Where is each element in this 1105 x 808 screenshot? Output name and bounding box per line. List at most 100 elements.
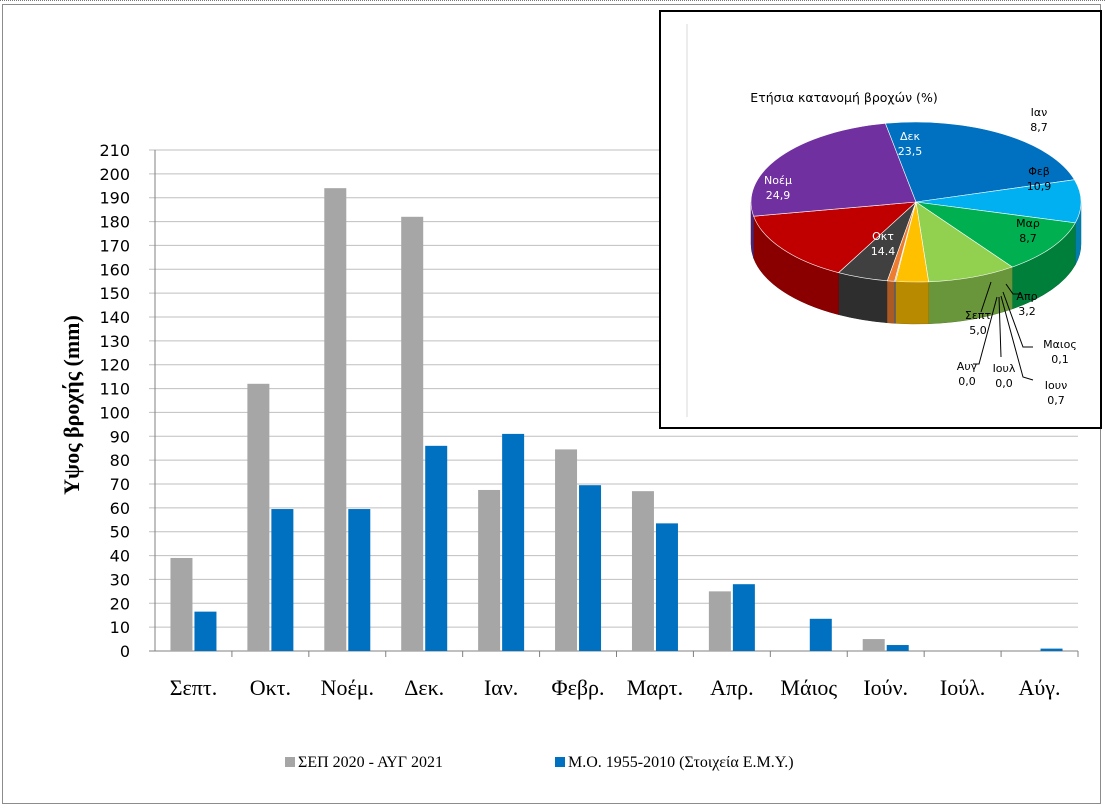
pie-label-value: 5,0: [969, 324, 987, 337]
y-tick-label: 40: [110, 547, 130, 566]
x-tick-label: Σεπτ.: [170, 675, 218, 700]
y-tick-label: 70: [110, 475, 130, 494]
pie-slice: [884, 121, 1075, 203]
x-tick-label: Ιαν.: [484, 675, 518, 700]
pie-labels: Σεπτ 5,0 Οκτ 14.4 Νοέμ 24,9 Δεκ 23,5 Ιαν 8,7 Φεβ 10…: [764, 106, 1077, 407]
pie-label-name: Ιουλ: [993, 362, 1016, 375]
bar-sep2020-aug2021: [631, 491, 654, 651]
top-dotted-border: [0, 0, 1105, 5]
y-tick-label: 110: [99, 380, 130, 399]
pie-label-name: Ιουν: [1045, 379, 1067, 392]
pie-slice: [750, 123, 917, 217]
y-tick-labels: 0 10 20 30 40 50 60 70 80 90 100 110 120 130 140 150 160…: [99, 141, 130, 661]
bar-sep2020-aug2021: [862, 639, 885, 651]
pie-leader-line: [1002, 291, 1033, 348]
bar-mean-1955-2010: [886, 645, 909, 651]
pie-slice: [915, 201, 1076, 268]
y-tick-label: 190: [99, 189, 130, 208]
y-tick-label: 50: [110, 523, 130, 542]
bar-sep2020-aug2021: [247, 383, 270, 651]
bar-mean-1955-2010: [579, 485, 602, 651]
pie-label-value: 0,0: [995, 377, 1013, 390]
x-tick-label: Νοέμ.: [321, 675, 374, 700]
x-tick-label: Ιούν.: [863, 675, 908, 700]
pie-label-value: 0,0: [958, 375, 976, 388]
y-tick-label: 100: [99, 403, 130, 422]
legend-swatch: [285, 757, 295, 767]
pie-leader-line: [998, 296, 1002, 358]
pie-title: Ετήσια κατανομή βροχών (%): [750, 90, 937, 105]
bar-mean-1955-2010: [809, 618, 832, 651]
bar-mean-1955-2010: [655, 523, 678, 651]
pie-label-value: 23,5: [898, 145, 923, 158]
x-tick-label: Μάιος: [780, 675, 837, 700]
pie-slice: [915, 179, 1082, 224]
y-tick-label: 90: [110, 427, 130, 446]
bar-sep2020-aug2021: [555, 449, 578, 651]
pie-label-value: 3,2: [1018, 305, 1036, 318]
pie-slice: [886, 201, 917, 282]
pie-label-name: Απρ: [1016, 290, 1037, 303]
x-tick-label: Απρ.: [710, 675, 753, 700]
x-tick-label: Οκτ.: [250, 675, 291, 700]
bar-mean-1955-2010: [271, 509, 294, 651]
pie-label-value: 0,1: [1051, 353, 1069, 366]
y-tick-label: 170: [99, 236, 130, 255]
pie-leader-line: [1000, 295, 1034, 381]
bar-mean-1955-2010: [348, 509, 371, 651]
bar-sep2020-aug2021: [708, 591, 731, 651]
pie-label-name: Μαρ: [1016, 217, 1040, 230]
pie-label-name: Σεπτ: [965, 309, 992, 322]
x-tick-label: Δεκ.: [404, 675, 444, 700]
legend-label: Μ.Ο. 1955-2010 (Στοιχεία Ε.Μ.Υ.): [568, 754, 794, 771]
y-tick-label: 10: [110, 618, 130, 637]
y-tick-label: 60: [110, 499, 130, 518]
bar-sep2020-aug2021: [401, 216, 424, 652]
pie-slice: [753, 201, 917, 273]
bar-sep2020-aug2021: [324, 188, 347, 651]
pie-chart: Ετήσια κατανομή βροχών (%) Σεπτ 5,0 Οκτ 14.…: [686, 24, 1082, 417]
pie-leader-line: [1005, 283, 1021, 295]
x-tick-label: Αύγ.: [1019, 675, 1061, 700]
legend-label: ΣΕΠ 2020 - ΑΥΓ 2021: [298, 754, 443, 771]
bar-mean-1955-2010: [425, 445, 448, 651]
x-tick-label: Φεβρ.: [552, 675, 605, 700]
pie-label-name: Οκτ: [872, 230, 894, 243]
y-tick-label: 120: [99, 356, 130, 375]
pie-label-name: Αυγ: [957, 360, 978, 373]
bars: [170, 188, 1063, 652]
pie-slice: [915, 201, 1013, 283]
legend: ΣΕΠ 2020 - ΑΥΓ 2021 Μ.Ο. 1955-2010 (Στοιχ…: [285, 754, 794, 771]
pie-label-value: 14.4: [871, 245, 896, 258]
bar-sep2020-aug2021: [478, 489, 501, 651]
bar-mean-1955-2010: [194, 611, 217, 651]
y-tick-label: 20: [110, 594, 130, 613]
y-tick-label: 210: [99, 141, 130, 160]
x-tick-label: Μαρτ.: [627, 675, 683, 700]
pie-label-value: 8,7: [1019, 232, 1037, 245]
pie-label-name: Φεβ: [1028, 165, 1050, 178]
pie-label-value: 24,9: [766, 189, 791, 202]
y-tick-label: 200: [99, 165, 130, 184]
y-axis-label: Υψος βροχής (mm): [59, 315, 84, 495]
bar-sep2020-aug2021: [170, 557, 193, 651]
pie-label-name: Ιαν: [1031, 106, 1048, 119]
pie-label-name: Δεκ: [900, 130, 920, 143]
pie-label-value: 8,7: [1030, 121, 1048, 134]
pie-label-value: 10,9: [1027, 180, 1052, 193]
bar-mean-1955-2010: [1040, 648, 1063, 651]
y-tick-label: 140: [99, 308, 130, 327]
pie-label-name: Νοέμ: [764, 174, 792, 187]
pie-label-name: Μαιος: [1043, 338, 1077, 351]
pie-leader-line: [973, 296, 998, 365]
pie-label-value: 0,7: [1047, 394, 1065, 407]
pie-sides: [750, 201, 1082, 325]
y-tick-label: 0: [120, 642, 130, 661]
pie-inset: Ετήσια κατανομή βροχών (%) Σεπτ 5,0 Οκτ 14.…: [659, 10, 1102, 429]
pie-slice-side: [887, 280, 895, 324]
y-tick-label: 150: [99, 284, 130, 303]
y-tick-label: 130: [99, 332, 130, 351]
pie-slice-side: [895, 281, 929, 325]
bar-mean-1955-2010: [732, 584, 755, 651]
